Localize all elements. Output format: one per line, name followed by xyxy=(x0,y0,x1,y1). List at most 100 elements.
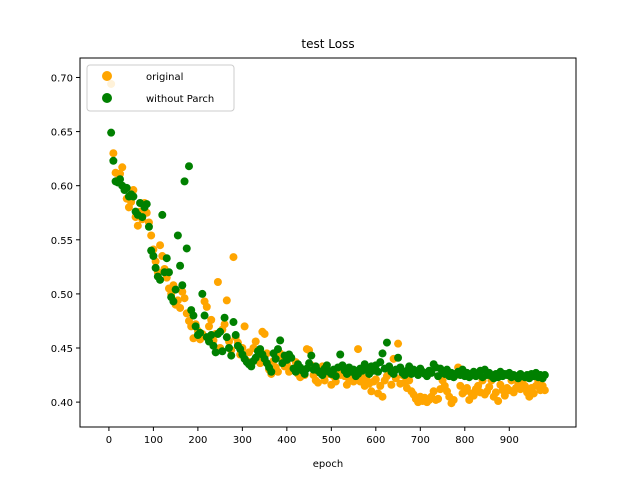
point-original xyxy=(449,395,458,404)
y-tick-label: 0.60 xyxy=(51,182,73,193)
point-without-parch xyxy=(149,252,158,261)
point-without-parch xyxy=(382,338,391,347)
point-without-parch xyxy=(318,371,327,380)
point-without-parch xyxy=(374,367,383,376)
point-original xyxy=(387,380,396,389)
point-original xyxy=(207,315,216,324)
x-tick-label: 900 xyxy=(500,435,519,446)
point-original xyxy=(540,386,549,395)
point-original xyxy=(118,163,127,172)
x-tick-label: 0 xyxy=(106,435,112,446)
point-without-parch xyxy=(267,367,276,376)
x-tick-label: 500 xyxy=(322,435,341,446)
point-original xyxy=(222,296,231,305)
x-tick-label: 700 xyxy=(411,435,430,446)
point-without-parch xyxy=(540,371,549,380)
point-original xyxy=(469,391,478,400)
point-original xyxy=(456,381,465,390)
point-original xyxy=(474,381,483,390)
point-without-parch xyxy=(322,361,331,370)
point-original xyxy=(405,376,414,385)
point-original xyxy=(485,382,494,391)
legend-label-without-parch: without Parch xyxy=(146,94,214,105)
point-without-parch xyxy=(200,311,209,320)
point-original xyxy=(491,388,500,397)
point-without-parch xyxy=(184,162,193,171)
point-without-parch xyxy=(173,231,182,240)
point-original xyxy=(367,387,376,396)
point-original xyxy=(354,345,363,354)
point-without-parch xyxy=(164,268,173,277)
point-without-parch xyxy=(176,261,185,270)
point-without-parch xyxy=(331,372,340,381)
point-without-parch xyxy=(216,327,225,336)
point-original xyxy=(376,381,385,390)
point-without-parch xyxy=(222,333,231,342)
point-without-parch xyxy=(276,336,285,345)
point-without-parch xyxy=(142,200,151,209)
point-original xyxy=(260,329,269,338)
legend-label-original: original xyxy=(146,72,183,83)
point-original xyxy=(394,339,403,348)
x-tick-label: 100 xyxy=(144,435,163,446)
point-without-parch xyxy=(273,345,282,354)
point-without-parch xyxy=(220,313,229,322)
x-tick-label: 800 xyxy=(455,435,474,446)
x-tick-label: 300 xyxy=(233,435,252,446)
point-original xyxy=(313,378,322,387)
point-original xyxy=(220,320,229,329)
point-original xyxy=(229,253,238,262)
legend-marker-without-parch xyxy=(102,93,112,103)
x-axis-label: epoch xyxy=(313,459,343,470)
y-tick-label: 0.55 xyxy=(51,236,73,247)
point-original xyxy=(378,392,387,401)
legend-box xyxy=(86,64,235,112)
point-original xyxy=(251,337,260,346)
point-original xyxy=(156,241,165,250)
point-without-parch xyxy=(427,368,436,377)
point-without-parch xyxy=(144,222,153,231)
point-without-parch xyxy=(151,263,160,272)
point-original xyxy=(180,294,189,303)
point-without-parch xyxy=(196,328,205,337)
point-original xyxy=(205,322,214,331)
data-points xyxy=(107,79,549,408)
point-original xyxy=(240,322,249,331)
point-without-parch xyxy=(198,289,207,298)
point-without-parch xyxy=(207,331,216,340)
legend-marker-original xyxy=(102,71,112,81)
x-tick-label: 600 xyxy=(366,435,385,446)
point-without-parch xyxy=(305,359,314,368)
point-without-parch xyxy=(171,285,180,294)
y-tick-label: 0.40 xyxy=(51,398,73,409)
chart-title: test Loss xyxy=(301,37,354,51)
plot-frame xyxy=(79,57,577,428)
y-tick-label: 0.70 xyxy=(51,73,73,84)
point-without-parch xyxy=(129,192,138,201)
point-without-parch xyxy=(116,175,125,184)
point-without-parch xyxy=(180,177,189,186)
point-original xyxy=(500,391,509,400)
point-original xyxy=(213,277,222,286)
point-without-parch xyxy=(156,275,165,284)
point-without-parch xyxy=(271,354,280,363)
point-original xyxy=(434,394,443,403)
point-original xyxy=(494,397,503,406)
point-without-parch xyxy=(191,322,200,331)
point-original xyxy=(178,287,187,296)
point-without-parch xyxy=(336,350,345,359)
point-original xyxy=(371,375,380,384)
point-without-parch xyxy=(394,353,403,362)
point-original xyxy=(133,221,142,230)
point-without-parch xyxy=(182,244,191,253)
point-original xyxy=(429,387,438,396)
point-without-parch xyxy=(162,254,171,263)
point-original xyxy=(529,389,538,398)
point-without-parch xyxy=(225,344,234,353)
point-without-parch xyxy=(169,297,178,306)
y-tick-label: 0.50 xyxy=(51,290,73,301)
point-without-parch xyxy=(109,156,118,165)
point-without-parch xyxy=(122,183,131,192)
point-without-parch xyxy=(107,128,116,137)
